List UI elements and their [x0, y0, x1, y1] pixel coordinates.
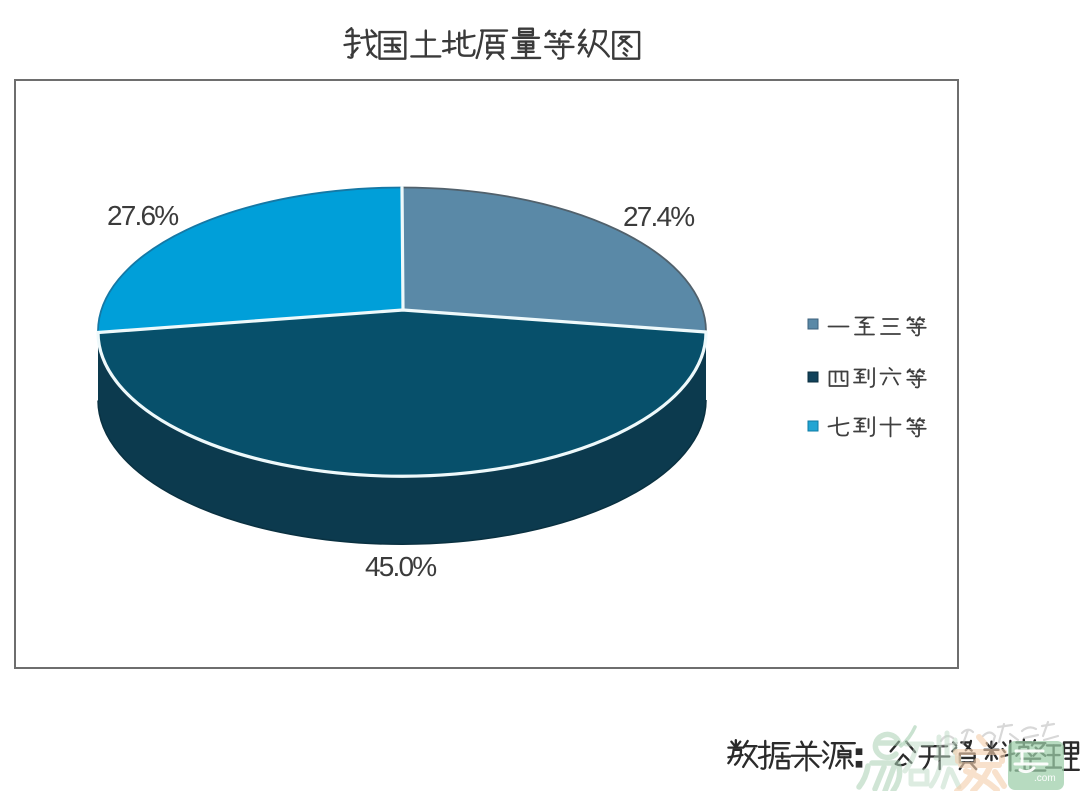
svg-text:.com: .com	[1034, 773, 1056, 784]
